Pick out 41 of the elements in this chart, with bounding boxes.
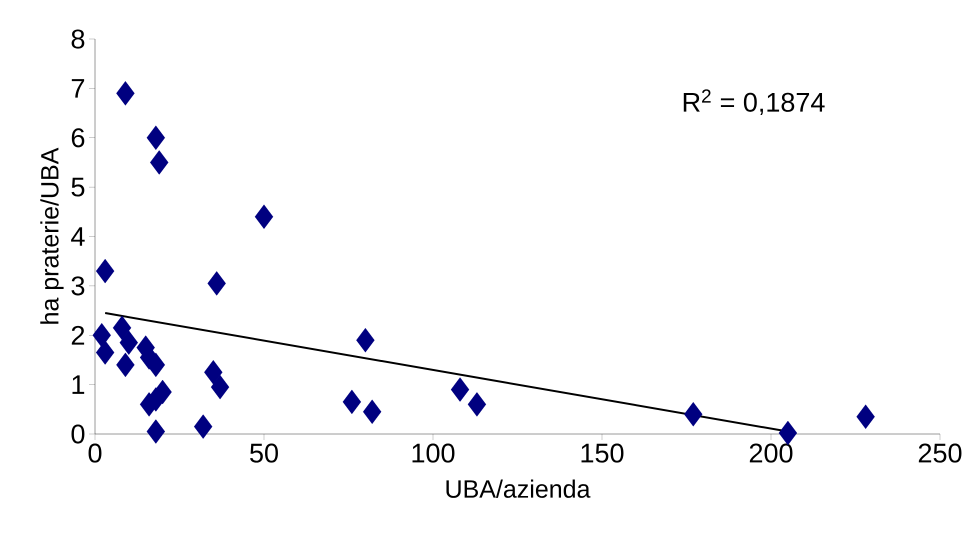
point	[356, 328, 375, 352]
x-tick-label: 200	[750, 444, 792, 463]
point	[342, 390, 362, 414]
point	[112, 316, 132, 340]
point	[362, 400, 382, 424]
point	[856, 404, 875, 429]
point	[450, 377, 470, 402]
point	[116, 81, 135, 106]
y-tick-label: 4	[71, 227, 85, 246]
point	[150, 150, 168, 175]
point	[146, 126, 166, 150]
point	[92, 323, 111, 348]
x-tick-label: 250	[918, 444, 962, 463]
point	[204, 360, 222, 384]
point	[96, 340, 114, 365]
point	[210, 374, 230, 400]
point	[778, 420, 798, 446]
y-tick-label: 1	[72, 375, 84, 394]
point	[254, 204, 274, 229]
point	[684, 402, 702, 426]
annotation: R$^{2}$ = 0,1874	[684, 89, 825, 116]
y-tick-label: 0	[72, 424, 84, 444]
y-tick-label: 8	[72, 29, 84, 49]
x-axis-title: UBA/azienda	[446, 480, 590, 498]
point	[468, 392, 486, 417]
y-tick-label: 3	[71, 276, 84, 296]
x-tick-label: 150	[582, 444, 624, 463]
point	[146, 419, 166, 444]
y-tick-label: 6	[72, 128, 84, 148]
x-tick-label: 50	[250, 444, 278, 463]
y-tick-label: 5	[72, 178, 84, 197]
point	[194, 414, 212, 439]
x-tick-label: 0	[88, 444, 102, 463]
point	[116, 352, 135, 378]
x-tick-label: 100	[412, 444, 454, 463]
y-tick-label: 2	[72, 326, 84, 345]
y-tick-label: 7	[72, 79, 84, 98]
point	[207, 271, 226, 296]
point	[96, 258, 114, 284]
point	[120, 330, 138, 355]
y-axis-title: ha praterie/UBA	[40, 148, 64, 324]
